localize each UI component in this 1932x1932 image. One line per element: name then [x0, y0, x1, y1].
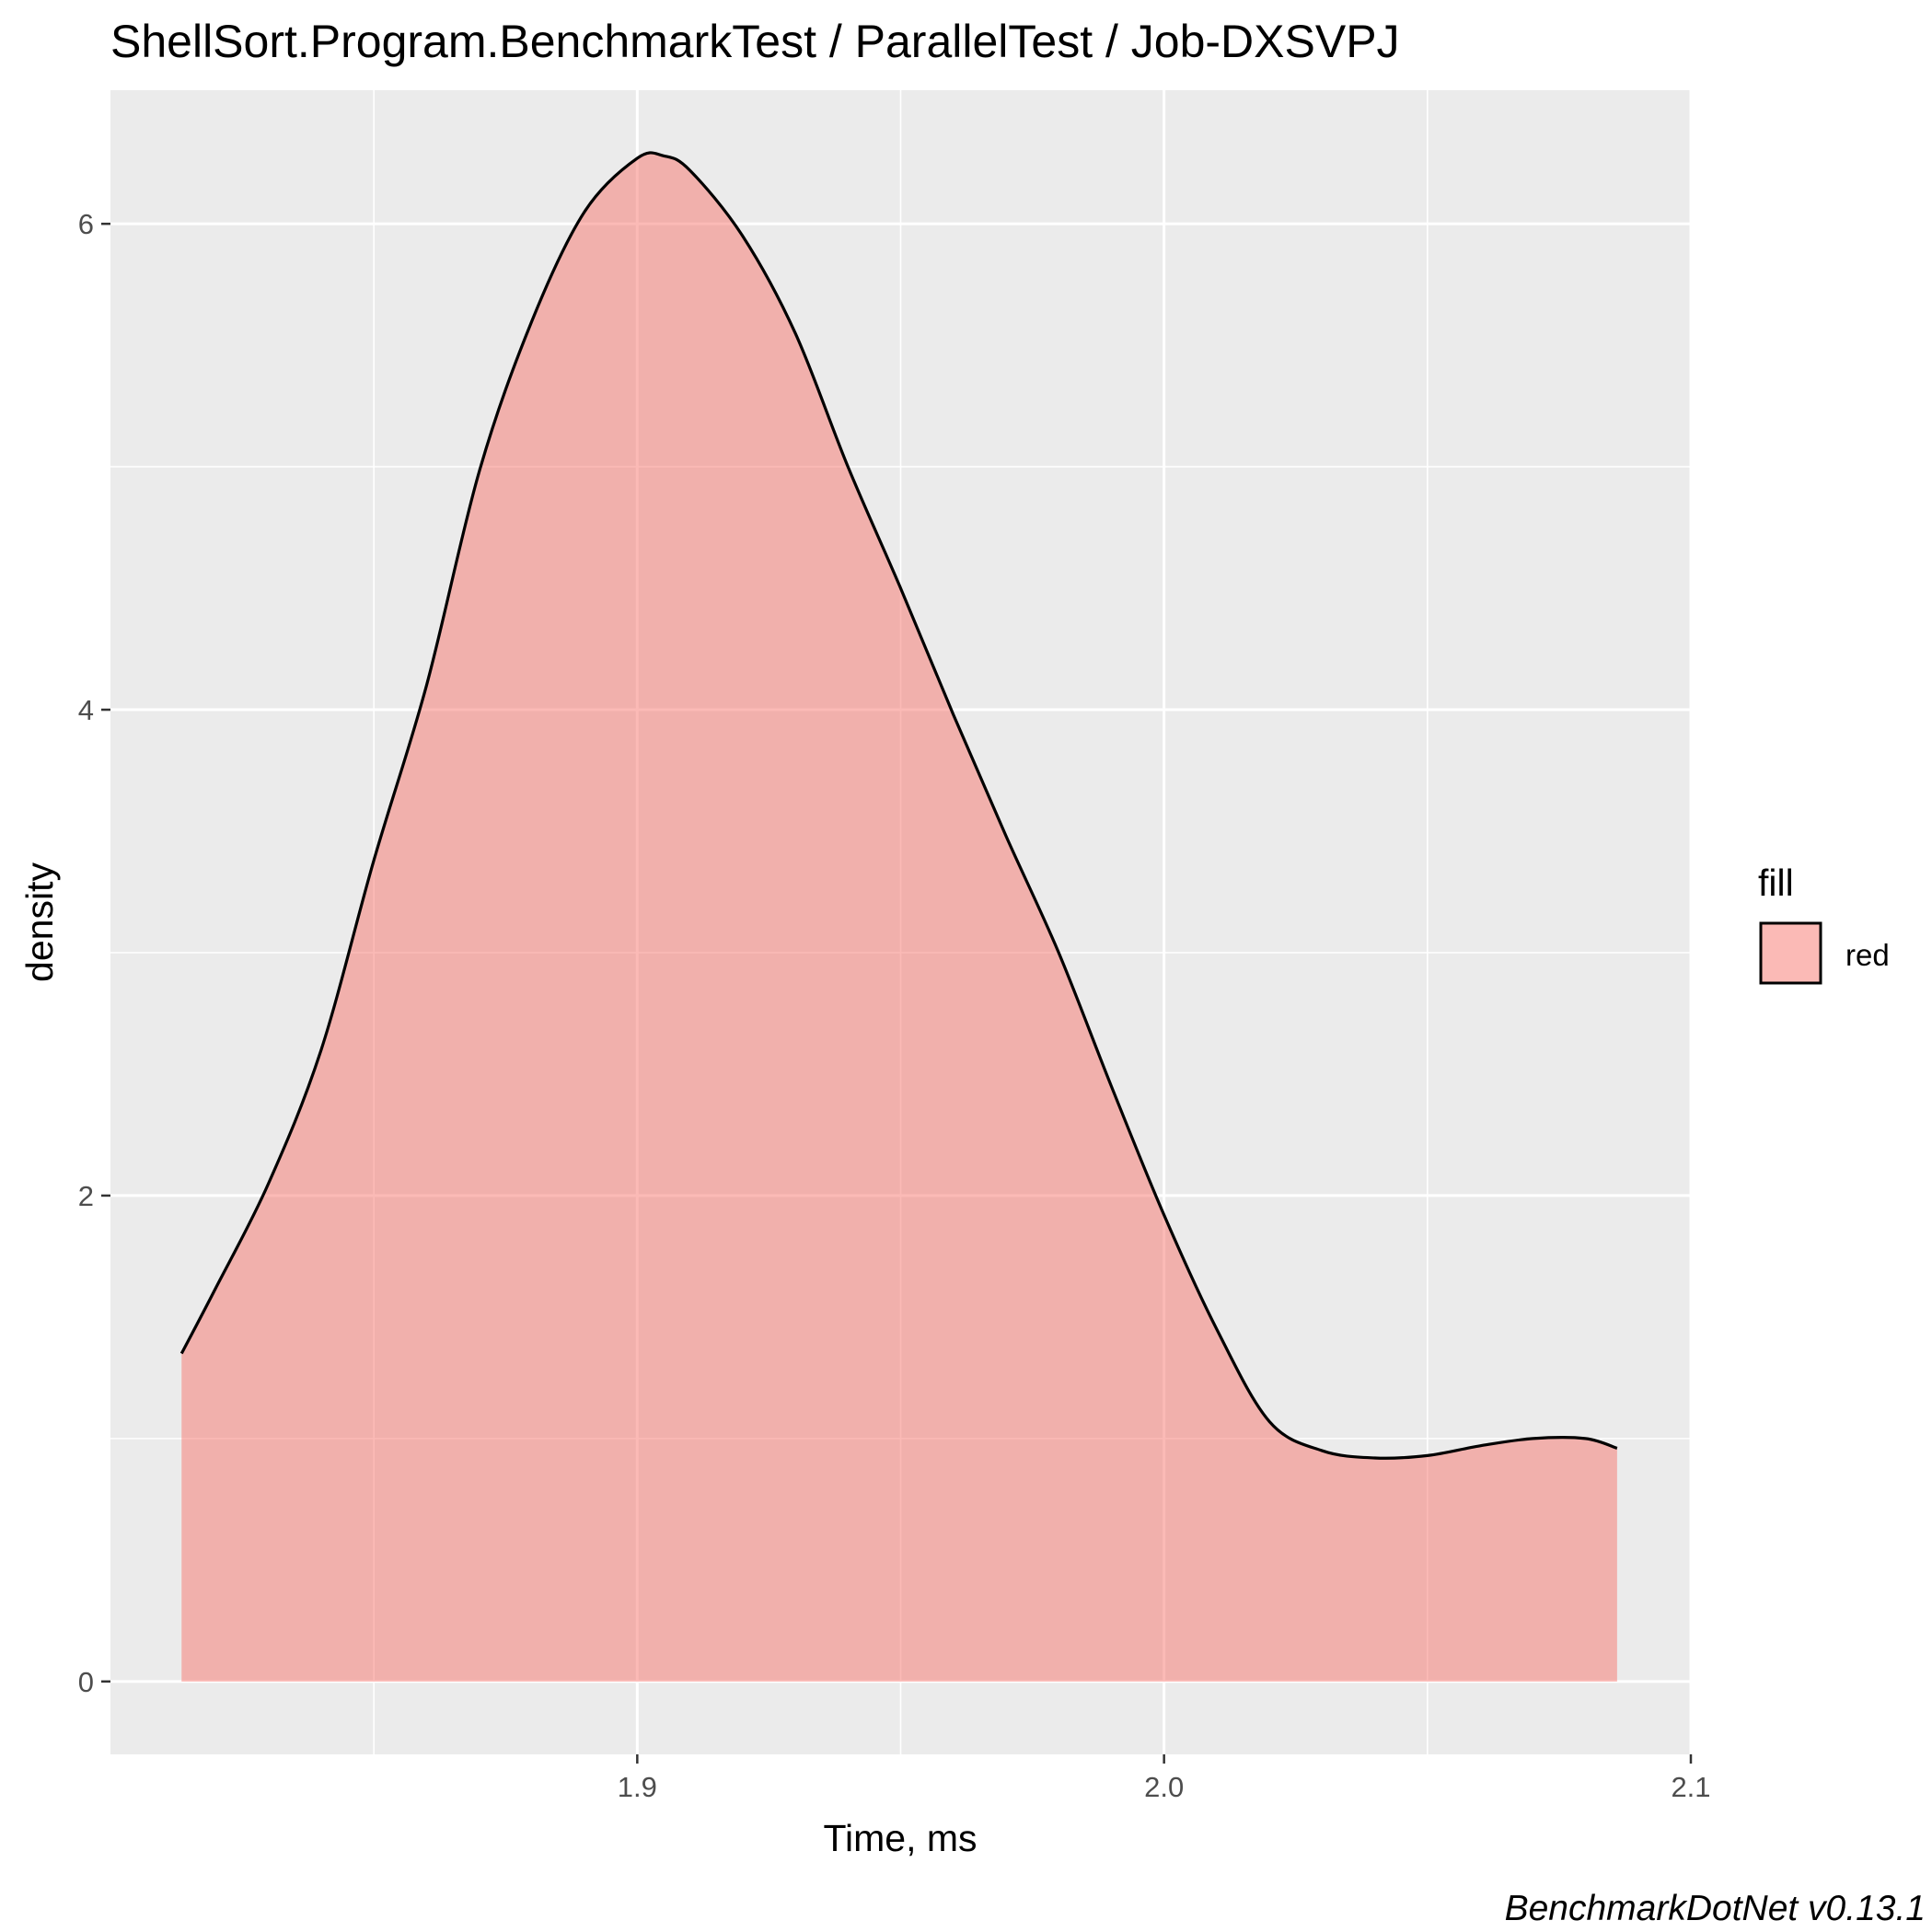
axis-ticks [101, 222, 1693, 1764]
x-tick-labels: 1.9 2.0 2.1 [618, 1771, 1711, 1803]
legend-key-red [1759, 921, 1822, 985]
legend: fill red [1758, 862, 1890, 985]
x-tick-label: 2.0 [1144, 1771, 1184, 1803]
y-tick-label: 2 [78, 1180, 94, 1212]
legend-title: fill [1758, 862, 1794, 904]
density-area [179, 151, 1618, 1682]
x-tick-label: 2.1 [1671, 1771, 1710, 1803]
legend-label-red: red [1845, 938, 1890, 972]
y-tick-labels: 0 2 4 6 [78, 208, 94, 1698]
chart-title: ShellSort.Program.BenchmarkTest / Parall… [110, 16, 1400, 67]
x-axis-title: Time, ms [823, 1817, 977, 1859]
density-line [179, 151, 1618, 1460]
density-fill [181, 152, 1617, 1682]
y-axis-title: density [18, 862, 61, 982]
y-tick-label: 0 [78, 1666, 94, 1698]
caption: BenchmarkDotNet v0.13.1 [1505, 1889, 1926, 1928]
y-tick-label: 6 [78, 208, 94, 240]
y-tick-label: 4 [78, 694, 94, 726]
x-tick-label: 1.9 [618, 1771, 657, 1803]
